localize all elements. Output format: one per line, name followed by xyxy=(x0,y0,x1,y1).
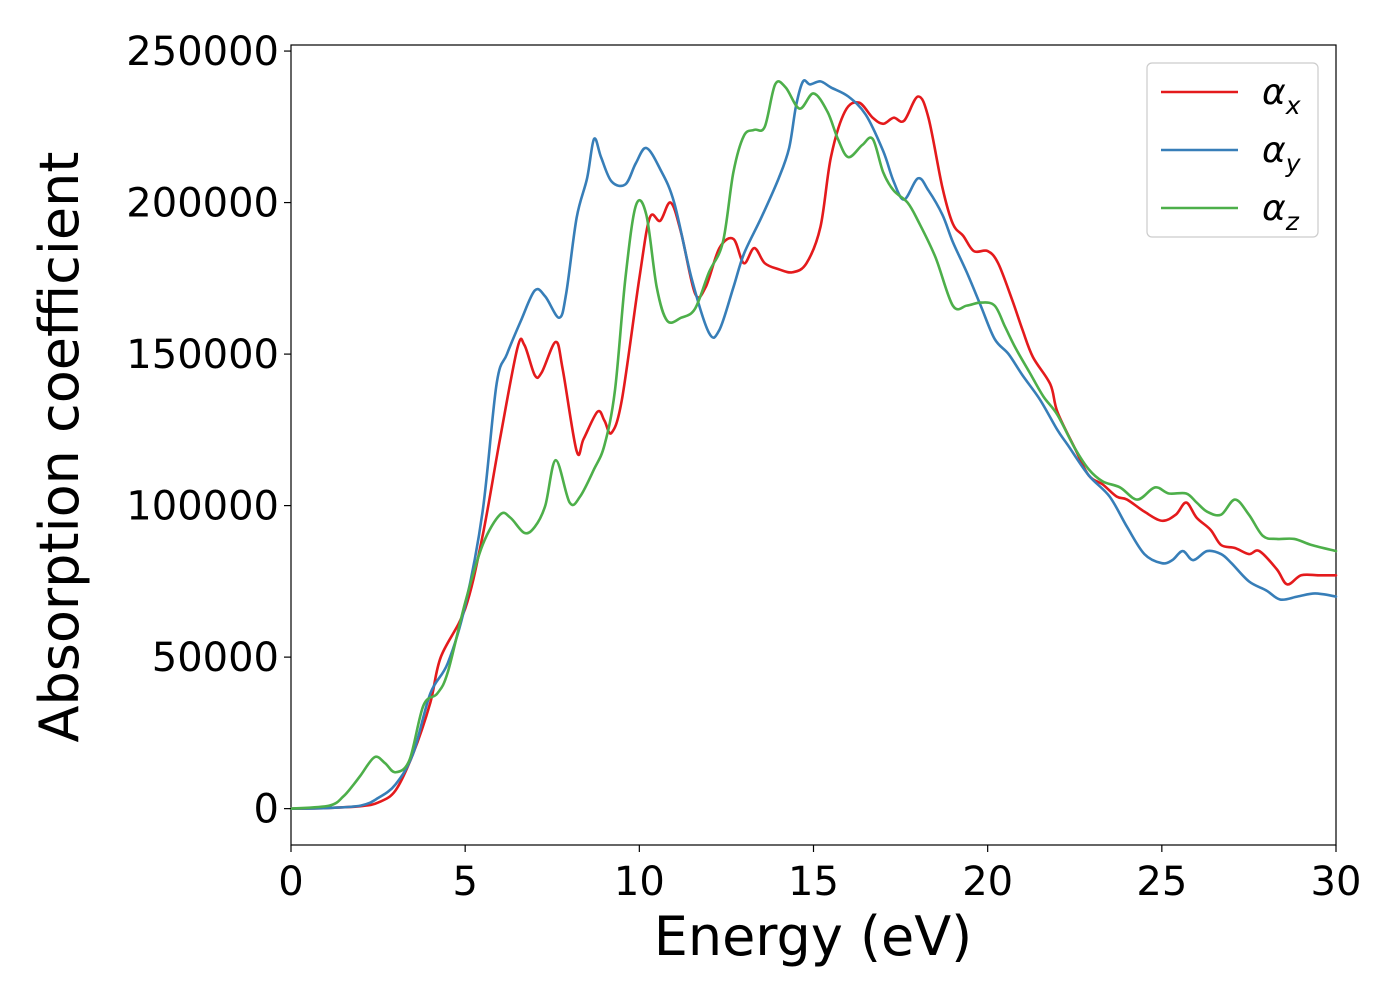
y-tick-label: 250000 xyxy=(126,29,279,75)
series-layer xyxy=(289,79,1338,810)
series-line-x xyxy=(289,95,1338,810)
legend-label-z: αz xyxy=(1262,188,1300,236)
legend-label-y: αy xyxy=(1262,130,1302,178)
y-tick-label: 200000 xyxy=(126,181,279,227)
x-tick-label: 0 xyxy=(278,859,303,905)
y-tick-label: 0 xyxy=(254,787,279,833)
y-tick-label: 150000 xyxy=(126,332,279,378)
legend-label-x: αx xyxy=(1262,72,1301,120)
series-line-y xyxy=(289,79,1338,810)
x-tick-label: 5 xyxy=(452,859,477,905)
y-axis-ticks: 0 50000 100000 150000 200000 250000 xyxy=(126,29,291,833)
y-axis-label: Absorption coefficient xyxy=(28,152,91,743)
series-line-z xyxy=(289,80,1338,810)
y-tick-label: 100000 xyxy=(126,484,279,530)
legend: αx αy αz xyxy=(1146,62,1319,238)
x-axis-label: Energy (eV) xyxy=(654,905,973,968)
x-tick-label: 25 xyxy=(1136,859,1187,905)
y-tick-label: 50000 xyxy=(152,635,279,681)
x-tick-label: 10 xyxy=(614,859,665,905)
x-axis-ticks: 0 5 10 15 20 25 30 xyxy=(278,845,1361,905)
x-tick-label: 30 xyxy=(1311,859,1362,905)
x-tick-label: 20 xyxy=(962,859,1013,905)
x-tick-label: 15 xyxy=(788,859,839,905)
